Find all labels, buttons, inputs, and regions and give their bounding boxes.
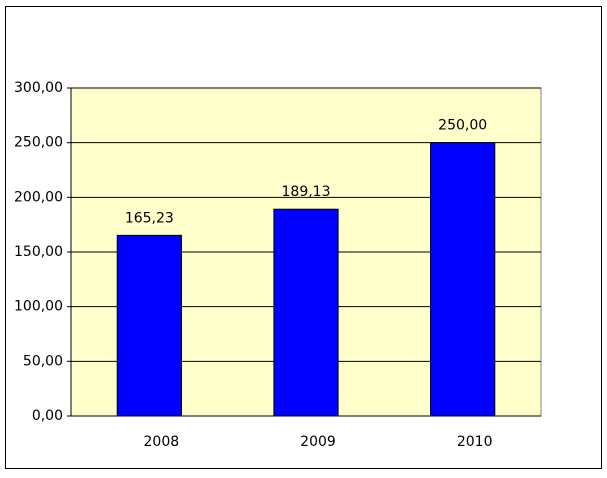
value-label: 189,13	[282, 184, 331, 200]
x-tick-label: 2010	[457, 434, 493, 450]
x-tick-label: 2009	[300, 434, 336, 450]
y-tick-label: 100,00	[14, 299, 63, 315]
y-tick-label: 200,00	[14, 189, 63, 205]
y-tick-label: 50,00	[23, 353, 63, 369]
bar	[273, 208, 339, 417]
value-label: 250,00	[438, 118, 487, 134]
y-tick-label: 150,00	[14, 244, 63, 260]
bar	[430, 142, 496, 417]
y-tick-label: 250,00	[14, 135, 63, 151]
y-tick-label: 0,00	[32, 408, 63, 424]
bar	[116, 234, 182, 417]
y-tick-label: 300,00	[14, 80, 63, 96]
x-tick-label: 2008	[144, 434, 180, 450]
value-label: 165,23	[125, 210, 174, 226]
